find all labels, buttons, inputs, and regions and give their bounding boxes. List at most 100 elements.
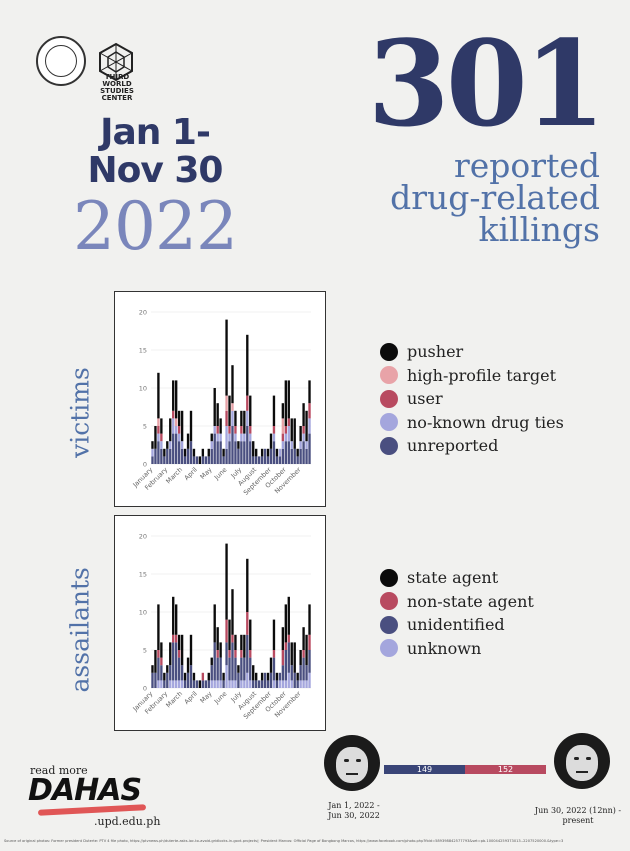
bar-segment: [278, 680, 282, 688]
bar-segment: [237, 665, 240, 673]
bar-segment: [177, 426, 181, 434]
bar-segment: [234, 680, 237, 688]
bar-segment: [260, 456, 264, 464]
bar-segment: [302, 426, 305, 434]
bar-segment: [305, 680, 308, 688]
bar-segment: [308, 634, 311, 650]
bar-segment: [240, 426, 243, 434]
bar-segment: [299, 441, 302, 449]
legend-label: non-state agent: [407, 591, 534, 611]
bar-segment: [213, 433, 216, 464]
bar-segment: [243, 410, 246, 434]
bar-segment: [287, 672, 290, 688]
bar-segment: [222, 672, 225, 681]
bar-segment: [290, 418, 293, 442]
bar-segment: [246, 395, 249, 411]
bar-segment: [219, 642, 222, 658]
bar-segment: [308, 418, 311, 434]
bar-segment: [189, 634, 193, 666]
bar-segment: [201, 456, 205, 464]
bar-segment: [266, 456, 270, 464]
bar-segment: [177, 650, 181, 658]
bar-segment: [175, 433, 178, 464]
bar-segment: [172, 642, 175, 681]
bar-segment: [281, 418, 285, 434]
bar-segment: [228, 441, 231, 464]
bar-segment: [281, 680, 285, 688]
bar-segment: [287, 441, 290, 464]
bar-segment: [160, 665, 163, 681]
bar-segment: [172, 680, 175, 688]
bar-segment: [225, 619, 228, 643]
bar-segment: [192, 672, 196, 681]
bar-segment: [308, 604, 311, 635]
bar-segment: [169, 642, 172, 666]
site-url[interactable]: .upd.edu.ph: [94, 815, 161, 828]
bar-segment: [266, 448, 270, 457]
bar-segment: [228, 657, 231, 681]
bar-segment: [228, 426, 231, 434]
bar-segment: [287, 380, 290, 419]
legend-swatch: [380, 389, 398, 408]
bar-segment: [177, 634, 181, 650]
bar-segment: [166, 672, 169, 688]
bar-segment: [246, 558, 249, 612]
bar-segment: [266, 680, 270, 688]
bar-segment: [222, 680, 225, 688]
bar-segment: [260, 672, 264, 681]
bar-segment: [177, 657, 181, 681]
bar-segment: [272, 441, 276, 464]
bar-segment: [225, 448, 228, 464]
bar-segment: [237, 672, 240, 688]
x-tick-label: May: [199, 466, 214, 481]
victims-chart: 0 5 10 15 20 January February March April May June…: [114, 291, 326, 507]
bar-segment: [163, 672, 166, 681]
bar-segment: [216, 650, 219, 658]
bar-segment: [287, 642, 290, 673]
bar-segment: [231, 680, 234, 688]
bar-segment: [290, 441, 293, 449]
legend-item: high-profile target: [380, 364, 564, 388]
bar-segment: [225, 410, 228, 426]
bar-segment: [302, 433, 305, 442]
x-tick-label: June: [212, 690, 228, 706]
bar-segment: [231, 589, 234, 635]
bar-segment: [293, 448, 296, 464]
bar-segment: [240, 680, 243, 688]
bar-segment: [302, 650, 305, 658]
legend-item: pusher: [380, 340, 564, 364]
bar-segment: [308, 672, 311, 688]
bar-segment: [278, 672, 282, 681]
bar-segment: [204, 456, 207, 464]
bar-segment: [252, 441, 255, 457]
bar-segment: [180, 634, 184, 666]
bar-segment: [296, 448, 299, 457]
bar-right-value: 152: [465, 765, 546, 774]
dahas-brand[interactable]: DAHAS: [28, 773, 142, 808]
legend-swatch: [380, 592, 398, 611]
legend-label: user: [407, 389, 443, 409]
bar-segment: [281, 665, 285, 681]
bar-segment: [272, 657, 276, 681]
bar-segment: [275, 448, 279, 457]
bar-segment: [231, 365, 234, 404]
bar-segment: [299, 680, 302, 688]
bar-segment: [252, 456, 255, 464]
bar-segment: [299, 650, 302, 666]
bar-segment: [207, 456, 210, 464]
bar-segment: [272, 426, 276, 434]
bar-segment: [305, 634, 308, 666]
bar-segment: [204, 680, 207, 688]
third-world-logo-label: THIRD WORLD STUDIES CENTER: [100, 73, 134, 102]
legend-item: user: [380, 387, 564, 411]
bar-segment: [252, 665, 255, 681]
bar-segment: [219, 433, 222, 442]
legend-swatch: [380, 436, 398, 455]
bar-segment: [228, 395, 231, 426]
bar-segment: [299, 665, 302, 681]
bar-segment: [240, 650, 243, 658]
bar-segment: [192, 448, 196, 457]
bar-segment: [175, 642, 178, 681]
legend-item: non-state agent: [380, 590, 534, 614]
bar-segment: [290, 680, 293, 688]
